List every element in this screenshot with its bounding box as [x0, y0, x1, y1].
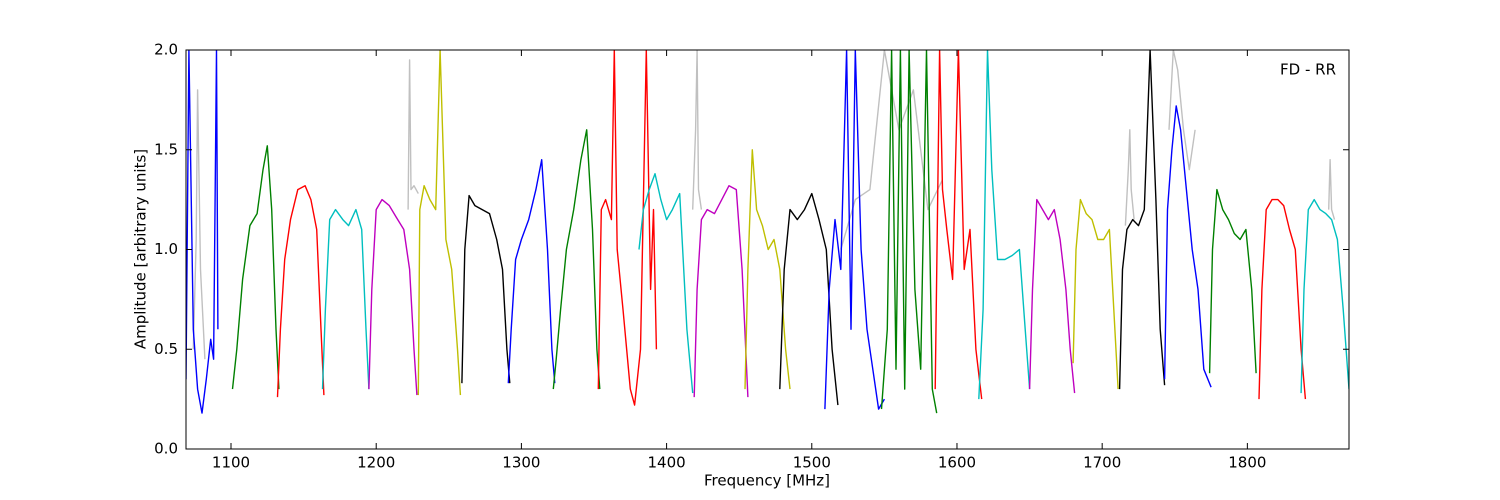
- series-line: [368, 198, 418, 396]
- series-line: [1118, 50, 1166, 390]
- x-tick-label: 1100: [212, 454, 250, 472]
- series-line: [192, 89, 206, 360]
- series-line: [1258, 198, 1307, 400]
- series-line: [693, 184, 749, 398]
- series-line: [880, 50, 938, 414]
- y-axis-label: Amplitude [arbitrary units]: [132, 149, 150, 349]
- series-line: [186, 50, 219, 414]
- series-line: [1028, 198, 1076, 394]
- y-tick-label: 1.0: [154, 240, 178, 258]
- y-tick-label: 0.0: [154, 440, 178, 458]
- series-line: [744, 149, 791, 390]
- x-tick-label: 1400: [647, 454, 685, 472]
- y-tick-label: 1.5: [154, 140, 178, 158]
- x-tick-label: 1300: [502, 454, 540, 472]
- x-tick-label: 1700: [1083, 454, 1121, 472]
- series-line: [1300, 198, 1349, 394]
- x-axis-label: Frequency [MHz]: [704, 472, 830, 490]
- series-line: [461, 194, 511, 384]
- series-line: [1163, 105, 1212, 388]
- x-tick-label: 1600: [938, 454, 976, 472]
- y-tick-label: 2.0: [154, 41, 178, 59]
- plot-lines: [186, 50, 1349, 414]
- series-line: [276, 184, 325, 398]
- series-line: [231, 145, 280, 390]
- series-line: [934, 50, 983, 400]
- series-line: [1124, 129, 1135, 226]
- series-line: [1328, 158, 1336, 220]
- annotation: FD - RR: [1280, 61, 1336, 79]
- series-line: [1168, 50, 1196, 171]
- series-line: [597, 50, 658, 406]
- x-tick-label: 1200: [357, 454, 395, 472]
- x-tick-label: 1800: [1228, 454, 1266, 472]
- series-line: [638, 172, 694, 394]
- series-line: [321, 208, 370, 390]
- series-line: [407, 59, 419, 210]
- series-line: [824, 50, 886, 410]
- y-tick-label: 0.5: [154, 340, 178, 358]
- series-line: [507, 158, 556, 384]
- series-line: [1072, 198, 1119, 390]
- series-line: [552, 129, 601, 390]
- series-line: [978, 50, 1031, 400]
- x-tick-label: 1500: [793, 454, 831, 472]
- series-line: [417, 50, 462, 396]
- series-line: [692, 50, 703, 210]
- series-line: [1208, 188, 1257, 374]
